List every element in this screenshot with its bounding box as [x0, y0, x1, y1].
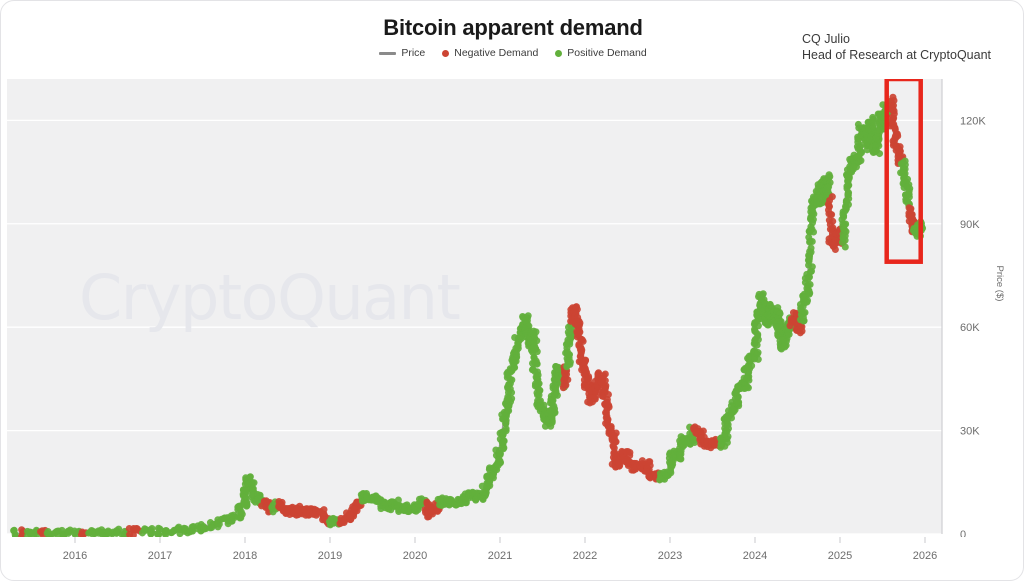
plot-background [7, 79, 942, 534]
x-axis-tick-label: 2020 [403, 550, 427, 562]
chart-header: Bitcoin apparent demand Price Negative D… [1, 1, 1023, 79]
y-axis-tick-label: 60K [960, 322, 980, 334]
y-axis-title: Price ($) [994, 266, 1005, 302]
x-axis-tick-label: 2021 [488, 550, 512, 562]
x-axis-svg: 2016 2017 2018 2019 2020 2021 2022 2023 2024 2025… [63, 537, 937, 562]
page-title: Bitcoin apparent demand [383, 15, 643, 40]
legend-item-price[interactable]: Price [379, 48, 425, 59]
y-axis-tick-label: 30K [960, 426, 980, 438]
legend-item-positive-demand[interactable]: Positive Demand [555, 47, 647, 59]
x-axis-tick-label: 2019 [318, 550, 342, 562]
x-axis: 2016 2017 2018 2019 2020 2021 2022 2023 2024 2025… [1, 537, 1023, 580]
y-axis-tick-label: 90K [960, 219, 980, 231]
x-axis-tick-label: 2016 [63, 550, 87, 562]
legend-item-negative-demand[interactable]: Negative Demand [442, 48, 538, 59]
attribution-role: Head of Research at CryptoQuant [802, 48, 991, 62]
scatter-plot-svg: 0 30K 60K 90K 120K Price ($) [7, 79, 1005, 537]
y-axis-tick-label: 120K [960, 115, 986, 127]
plot-area: CryptoQuant 0 30K 60K 90K 120K Price ($) [7, 79, 1019, 537]
y-axis-tick-label: 0 [960, 529, 966, 537]
negative-demand-dot-icon [442, 49, 450, 57]
price-line-icon [379, 52, 397, 55]
attribution-name: CQ Julio [802, 32, 850, 46]
x-axis-tick-label: 2018 [233, 550, 257, 562]
attribution: CQ Julio Head of Research at CryptoQuant [802, 31, 991, 63]
legend-label-positive-demand: Positive Demand [567, 47, 647, 59]
x-axis-tick-label: 2023 [658, 550, 682, 562]
chart-legend: Price Negative Demand Positive Demand [1, 47, 1023, 59]
x-axis-tick-label: 2022 [573, 550, 597, 562]
x-axis-tick-label: 2024 [743, 550, 767, 562]
legend-label-price: Price [401, 47, 426, 59]
highlight-annotation-rectangle [884, 79, 923, 264]
legend-label-negative-demand: Negative Demand [454, 47, 539, 59]
positive-demand-dot-icon [555, 49, 563, 57]
x-axis-tick-label: 2025 [828, 550, 852, 562]
x-axis-tick-label: 2017 [148, 550, 172, 562]
x-axis-tick-label: 2026 [913, 550, 937, 562]
